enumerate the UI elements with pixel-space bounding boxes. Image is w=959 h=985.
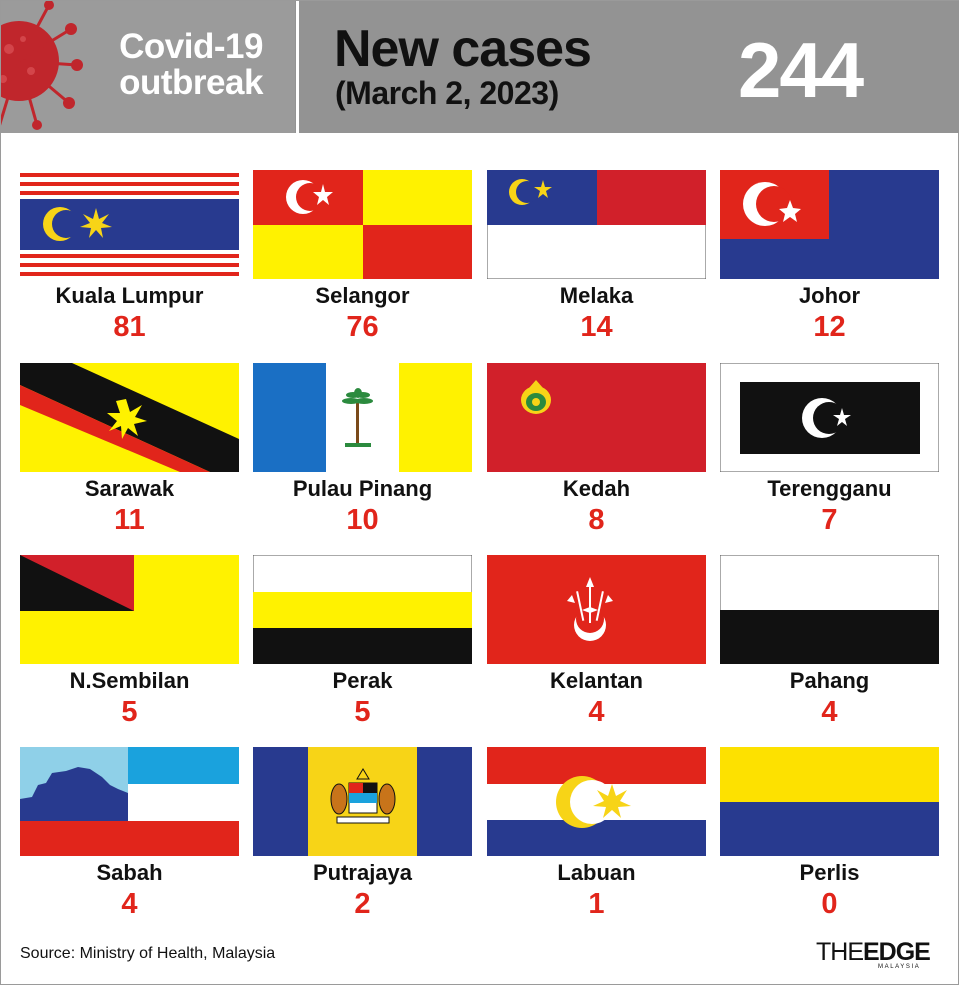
source-note: Source: Ministry of Health, Malaysia (20, 945, 276, 962)
state-cases: 5 (121, 696, 138, 728)
the-edge-logo: THEEDGE MALAYSIA (816, 938, 936, 972)
state-name: Pulau Pinang (292, 476, 433, 501)
section-label: Covid-19 outbreak (101, 29, 281, 101)
putrajaya-flag-icon (253, 747, 472, 856)
melaka-flag-icon (487, 170, 706, 279)
terengganu-flag-icon (720, 363, 939, 472)
page-title: New cases (334, 20, 592, 78)
state-cases: 2 (354, 888, 371, 920)
state-name: N.Sembilan (69, 668, 190, 693)
logo-edge: EDGE (863, 938, 931, 966)
state-cases: 7 (821, 504, 838, 536)
state-name: Kuala Lumpur (55, 283, 204, 308)
state-cases: 14 (580, 311, 613, 343)
section-label-line2: outbreak (119, 63, 263, 102)
state-cases: 5 (354, 696, 371, 728)
state-name: Putrajaya (312, 860, 413, 885)
state-cases: 0 (821, 888, 838, 920)
labuan-flag-icon (487, 747, 706, 856)
report-date: (March 2, 2023) (335, 75, 559, 111)
perak-flag-icon (253, 555, 472, 664)
state-cases: 11 (114, 504, 145, 536)
state-name: Johor (798, 283, 861, 308)
state-name: Perak (332, 668, 393, 693)
state-name: Terengganu (767, 476, 892, 501)
total-cases: 244 (738, 26, 864, 114)
johor-flag-icon (720, 170, 939, 279)
state-cases: 1 (588, 888, 605, 920)
state-cases: 4 (821, 696, 838, 728)
state-name: Labuan (557, 860, 636, 885)
state-name: Melaka (559, 283, 634, 308)
state-name: Pahang (789, 668, 870, 693)
negeri-sembilan-flag-icon (20, 555, 239, 664)
state-cases: 4 (121, 888, 138, 920)
pahang-flag-icon (720, 555, 939, 664)
state-name: Kedah (562, 476, 631, 501)
state-name: Sabah (96, 860, 163, 885)
state-cases: 4 (588, 696, 605, 728)
section-panel: Covid-19 outbreak (1, 1, 295, 133)
kelantan-flag-icon (487, 555, 706, 664)
selangor-flag-icon (253, 170, 472, 279)
state-name: Perlis (799, 860, 860, 885)
logo-malaysia: MALAYSIA (878, 964, 921, 970)
state-cases: 10 (346, 504, 379, 536)
logo-the: THE (816, 938, 864, 966)
state-cases: 81 (113, 311, 146, 343)
state-cases: 8 (588, 504, 605, 536)
state-cases: 12 (813, 311, 846, 343)
perlis-flag-icon (720, 747, 939, 856)
header-divider (296, 1, 299, 133)
state-name: Sarawak (84, 476, 175, 501)
state-cases: 76 (346, 311, 379, 343)
kuala-lumpur-flag-icon (20, 170, 239, 279)
section-label-line1: Covid-19 (119, 27, 263, 66)
header-bar: Covid-19 outbreak New cases (March 2, 20… (1, 1, 959, 133)
sarawak-flag-icon (20, 363, 239, 472)
state-name: Kelantan (550, 668, 643, 693)
coronavirus-icon (1, 1, 83, 130)
sabah-flag-icon (20, 747, 239, 856)
state-name: Selangor (315, 283, 410, 308)
kedah-flag-icon (487, 363, 706, 472)
pulau-pinang-flag-icon (253, 363, 472, 472)
